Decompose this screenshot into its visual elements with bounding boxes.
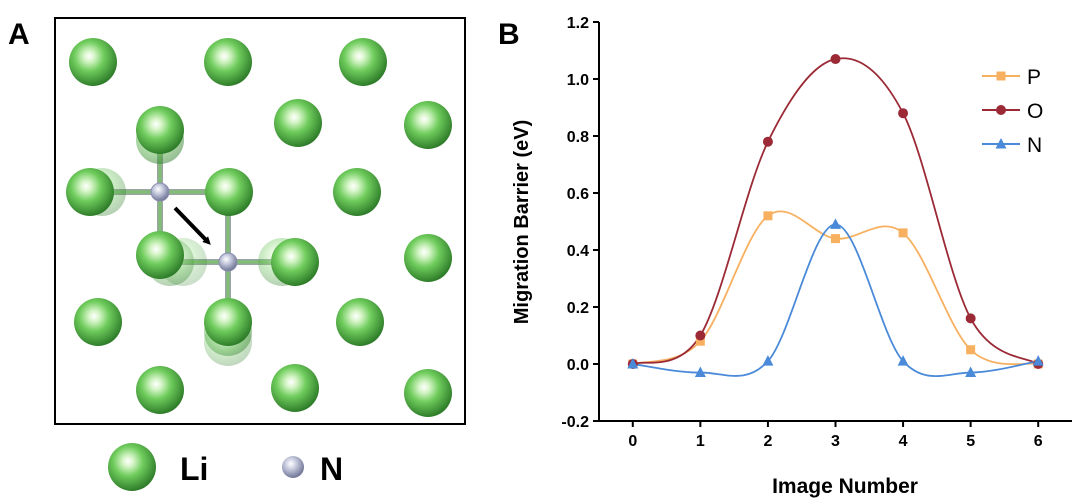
x-tick-label: 4: [899, 433, 908, 450]
data-point-O: [695, 330, 706, 341]
li-atom: [404, 369, 452, 417]
y-tick-label: 0.6: [567, 186, 589, 203]
x-axis-label: Image Number: [772, 475, 918, 498]
li-atom: [66, 168, 114, 216]
li-atom: [333, 168, 381, 216]
data-point-N: [1032, 355, 1044, 366]
data-point-O: [762, 136, 773, 147]
legend-marker-O: [996, 105, 1006, 115]
li-atom: [205, 168, 253, 216]
li-atom: [204, 38, 252, 86]
li-legend-icon: [108, 443, 156, 491]
data-point-N: [627, 358, 639, 369]
x-tick-label: 0: [628, 433, 637, 450]
data-point-P: [966, 345, 976, 355]
y-tick-label: -0.2: [561, 414, 589, 431]
data-point-P: [831, 234, 840, 244]
li-atom: [404, 234, 452, 282]
li-atom: [74, 298, 122, 346]
series-line-O: [632, 57, 1039, 365]
y-tick-label: 0.4: [567, 243, 589, 260]
series-line-N: [632, 223, 1039, 378]
x-tick-label: 6: [1034, 433, 1043, 450]
legend-label-N: N: [1027, 134, 1042, 157]
data-point-N: [762, 355, 774, 366]
y-tick-label: 0.8: [567, 129, 589, 146]
y-tick-label: 1.2: [567, 15, 589, 32]
n-atom: [150, 182, 170, 202]
data-point-O: [830, 54, 841, 65]
legend-label-O: O: [1027, 100, 1043, 123]
x-tick-label: 1: [696, 433, 705, 450]
data-point-P: [695, 336, 705, 346]
x-tick-label: 5: [966, 433, 975, 450]
li-atom: [271, 364, 319, 412]
series-markers: [627, 54, 1044, 378]
legend-marker-P: [996, 71, 1006, 81]
li-atom: [404, 101, 452, 149]
data-point-N: [830, 218, 841, 229]
chart-axes: -0.2 0.0 0.2 0.4 0.6 0.8 1.0 1.2 0 1 2 3 4 5 6: [561, 15, 1072, 450]
n-atoms: [150, 182, 238, 272]
data-point-P: [898, 228, 908, 238]
y-tick-label: 0.0: [567, 357, 589, 374]
y-tick-label: 1.0: [567, 72, 589, 89]
panel-a-label: A: [8, 18, 30, 51]
n-atom: [218, 252, 238, 272]
li-atom: [204, 298, 252, 346]
li-atom: [69, 38, 117, 86]
x-tick-label: 3: [831, 433, 840, 450]
legend-marker-N: [995, 138, 1007, 149]
data-point-P: [763, 211, 773, 221]
li-legend-label: Li: [180, 451, 208, 487]
panel-b-label: B: [498, 18, 520, 51]
n-legend-label: N: [320, 451, 343, 487]
series-curves: [632, 57, 1039, 378]
li-atoms: [66, 38, 452, 417]
legend-label-P: P: [1027, 66, 1041, 89]
li-atom: [274, 99, 322, 147]
data-point-O: [898, 108, 909, 119]
data-point-O: [965, 313, 976, 324]
n-legend-icon: [282, 456, 304, 478]
li-atom: [136, 106, 184, 154]
y-tick-label: 0.2: [567, 300, 589, 317]
data-point-N: [965, 366, 977, 378]
data-point-N: [897, 355, 909, 366]
y-axis-label: Migration Barrier (eV): [511, 120, 533, 324]
li-atom: [136, 366, 184, 414]
structure-frame: [54, 17, 466, 425]
migration-arrow: [173, 206, 211, 245]
chart-legend: PON: [982, 66, 1043, 157]
li-atom: [336, 298, 384, 346]
li-atom: [136, 231, 184, 279]
data-point-N: [694, 366, 706, 378]
li-atom: [271, 238, 319, 286]
li-atom: [339, 38, 387, 86]
x-tick-label: 2: [763, 433, 772, 450]
